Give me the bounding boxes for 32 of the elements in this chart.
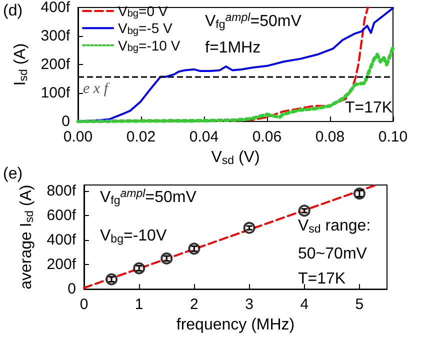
x-tick-label: 0.04 <box>189 128 219 146</box>
x-tick-label: 0 <box>80 296 88 314</box>
x-tick-label: 4 <box>300 296 309 314</box>
x-tick-label: 0.10 <box>378 128 408 146</box>
x-tick-label: 0.02 <box>126 128 156 146</box>
y-axis-title: average Isd (A) <box>18 184 36 290</box>
x-tick-label: 0.08 <box>315 128 345 146</box>
y-tick-label: 300f <box>40 28 71 44</box>
y-tick-label: 0 <box>62 113 70 130</box>
y-axis-title: Isd (A) <box>12 43 30 86</box>
x-tick-label: 3 <box>245 296 254 314</box>
y-tick-label: 0 <box>68 280 76 298</box>
ref-line-label: e x f <box>83 80 110 97</box>
y-tick-label: 200f <box>46 256 77 274</box>
x-tick-label: 5 <box>355 296 364 314</box>
x-tick-label: 0.06 <box>252 128 282 146</box>
y-tick-label: 600f <box>46 207 77 224</box>
y-tick-label: 400f <box>40 0 71 16</box>
text: (d) <box>3 2 23 20</box>
y-tick-label: 400f <box>46 232 77 249</box>
x-tick-label: 1 <box>134 296 144 314</box>
x-tick-label: 0.00 <box>63 128 93 146</box>
text: (e) <box>3 166 23 182</box>
y-tick-label: 100f <box>40 84 71 102</box>
x-tick-label: 2 <box>190 296 198 314</box>
annotation: f=1MHz <box>205 40 261 56</box>
annotation: T=17K <box>298 270 346 288</box>
annotation: T=17K <box>345 100 393 116</box>
y-tick-label: 200f <box>40 56 71 73</box>
y-tick-label: 800f <box>46 182 77 200</box>
x-axis-title: frequency (MHz) <box>176 316 295 334</box>
annotation: 50~70mV <box>298 246 368 262</box>
